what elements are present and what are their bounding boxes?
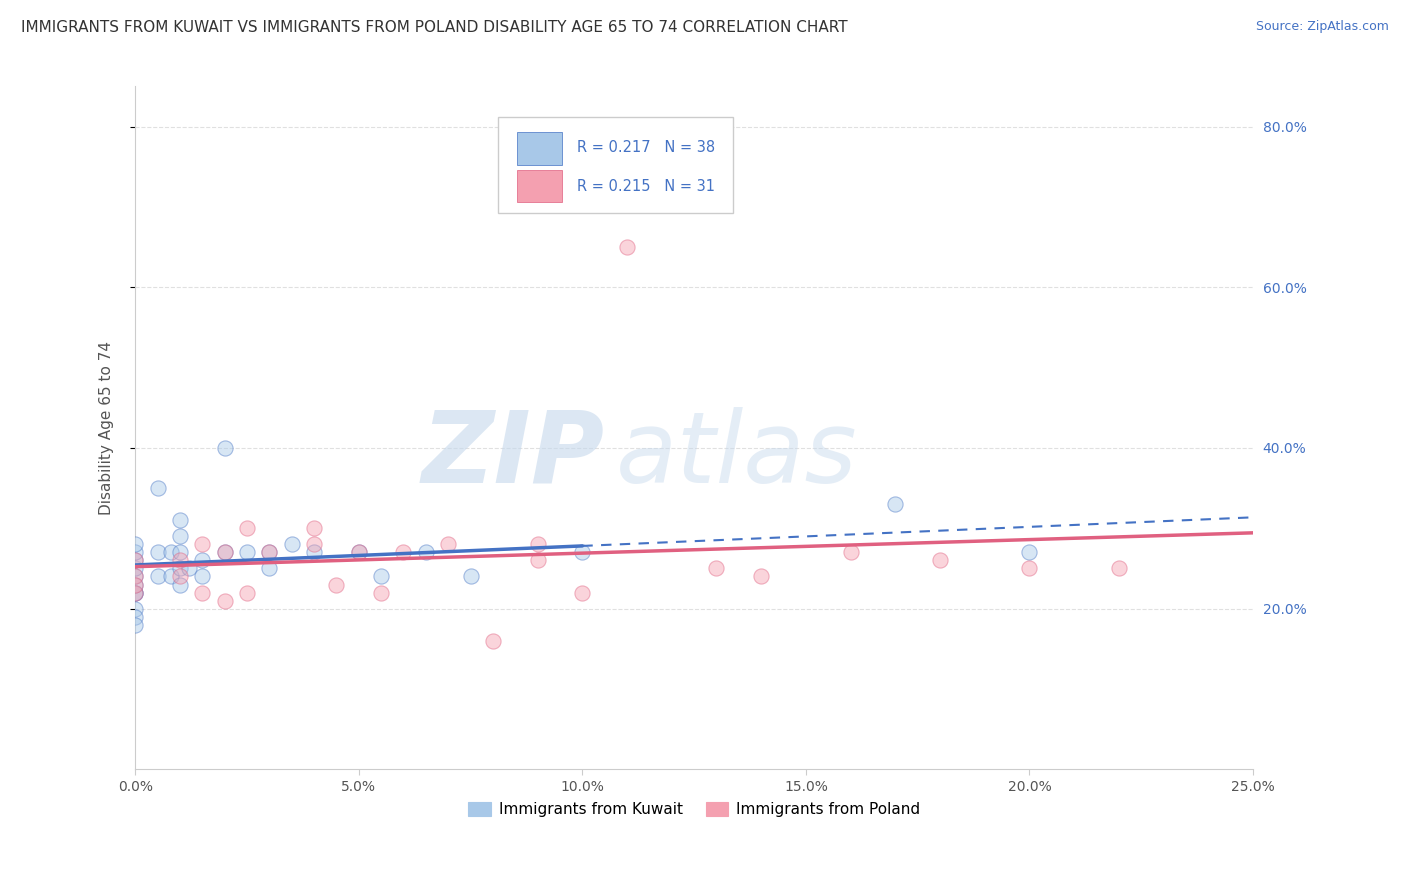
Point bbox=[526, 537, 548, 551]
Point bbox=[1108, 561, 1130, 575]
Point bbox=[124, 561, 146, 575]
Point bbox=[392, 545, 415, 559]
Point bbox=[437, 537, 460, 551]
Point bbox=[214, 545, 236, 559]
Point bbox=[884, 497, 907, 511]
Point bbox=[236, 585, 259, 599]
Point bbox=[146, 481, 169, 495]
Text: IMMIGRANTS FROM KUWAIT VS IMMIGRANTS FROM POLAND DISABILITY AGE 65 TO 74 CORRELA: IMMIGRANTS FROM KUWAIT VS IMMIGRANTS FRO… bbox=[21, 20, 848, 35]
Point bbox=[160, 569, 183, 583]
Point bbox=[214, 441, 236, 455]
Point bbox=[259, 545, 281, 559]
Point bbox=[302, 521, 325, 535]
Point bbox=[347, 545, 370, 559]
Point bbox=[236, 521, 259, 535]
Point bbox=[1018, 545, 1040, 559]
Point bbox=[1018, 561, 1040, 575]
Point bbox=[526, 553, 548, 567]
Text: Source: ZipAtlas.com: Source: ZipAtlas.com bbox=[1256, 20, 1389, 33]
Point bbox=[214, 545, 236, 559]
Point bbox=[571, 545, 593, 559]
Text: R = 0.217   N = 38: R = 0.217 N = 38 bbox=[576, 140, 714, 155]
Point bbox=[124, 601, 146, 615]
Point bbox=[302, 545, 325, 559]
Point bbox=[124, 585, 146, 599]
Point bbox=[169, 513, 191, 527]
Point bbox=[160, 545, 183, 559]
Point bbox=[302, 537, 325, 551]
Point bbox=[191, 569, 214, 583]
Point bbox=[124, 585, 146, 599]
Text: ZIP: ZIP bbox=[422, 407, 605, 504]
Point bbox=[124, 553, 146, 567]
Point bbox=[370, 585, 392, 599]
FancyBboxPatch shape bbox=[517, 132, 562, 165]
Point bbox=[347, 545, 370, 559]
Point bbox=[482, 633, 505, 648]
Point bbox=[280, 537, 302, 551]
Point bbox=[191, 553, 214, 567]
Text: atlas: atlas bbox=[616, 407, 858, 504]
Point bbox=[124, 577, 146, 591]
Point bbox=[749, 569, 772, 583]
Point bbox=[169, 545, 191, 559]
Point bbox=[191, 537, 214, 551]
Text: R = 0.215   N = 31: R = 0.215 N = 31 bbox=[576, 178, 714, 194]
Point bbox=[169, 569, 191, 583]
Point bbox=[191, 585, 214, 599]
Point bbox=[259, 561, 281, 575]
Legend: Immigrants from Kuwait, Immigrants from Poland: Immigrants from Kuwait, Immigrants from … bbox=[463, 796, 927, 823]
Point bbox=[124, 577, 146, 591]
Point bbox=[460, 569, 482, 583]
Point bbox=[325, 577, 347, 591]
Point bbox=[370, 569, 392, 583]
Point bbox=[124, 545, 146, 559]
Point bbox=[214, 593, 236, 607]
Point bbox=[259, 545, 281, 559]
Point bbox=[616, 240, 638, 254]
Point bbox=[124, 553, 146, 567]
Point bbox=[169, 553, 191, 567]
Point bbox=[706, 561, 728, 575]
Point bbox=[236, 545, 259, 559]
Point bbox=[929, 553, 952, 567]
Point bbox=[124, 569, 146, 583]
Point bbox=[124, 537, 146, 551]
Point bbox=[124, 569, 146, 583]
Point bbox=[571, 585, 593, 599]
Y-axis label: Disability Age 65 to 74: Disability Age 65 to 74 bbox=[100, 341, 114, 515]
Point bbox=[124, 617, 146, 632]
Point bbox=[839, 545, 862, 559]
Point bbox=[124, 609, 146, 624]
Point bbox=[415, 545, 437, 559]
Point bbox=[169, 561, 191, 575]
Point bbox=[146, 545, 169, 559]
FancyBboxPatch shape bbox=[517, 169, 562, 202]
Point bbox=[169, 529, 191, 543]
Point bbox=[177, 561, 200, 575]
Point bbox=[146, 569, 169, 583]
Point bbox=[169, 577, 191, 591]
Point bbox=[124, 585, 146, 599]
FancyBboxPatch shape bbox=[499, 117, 734, 212]
